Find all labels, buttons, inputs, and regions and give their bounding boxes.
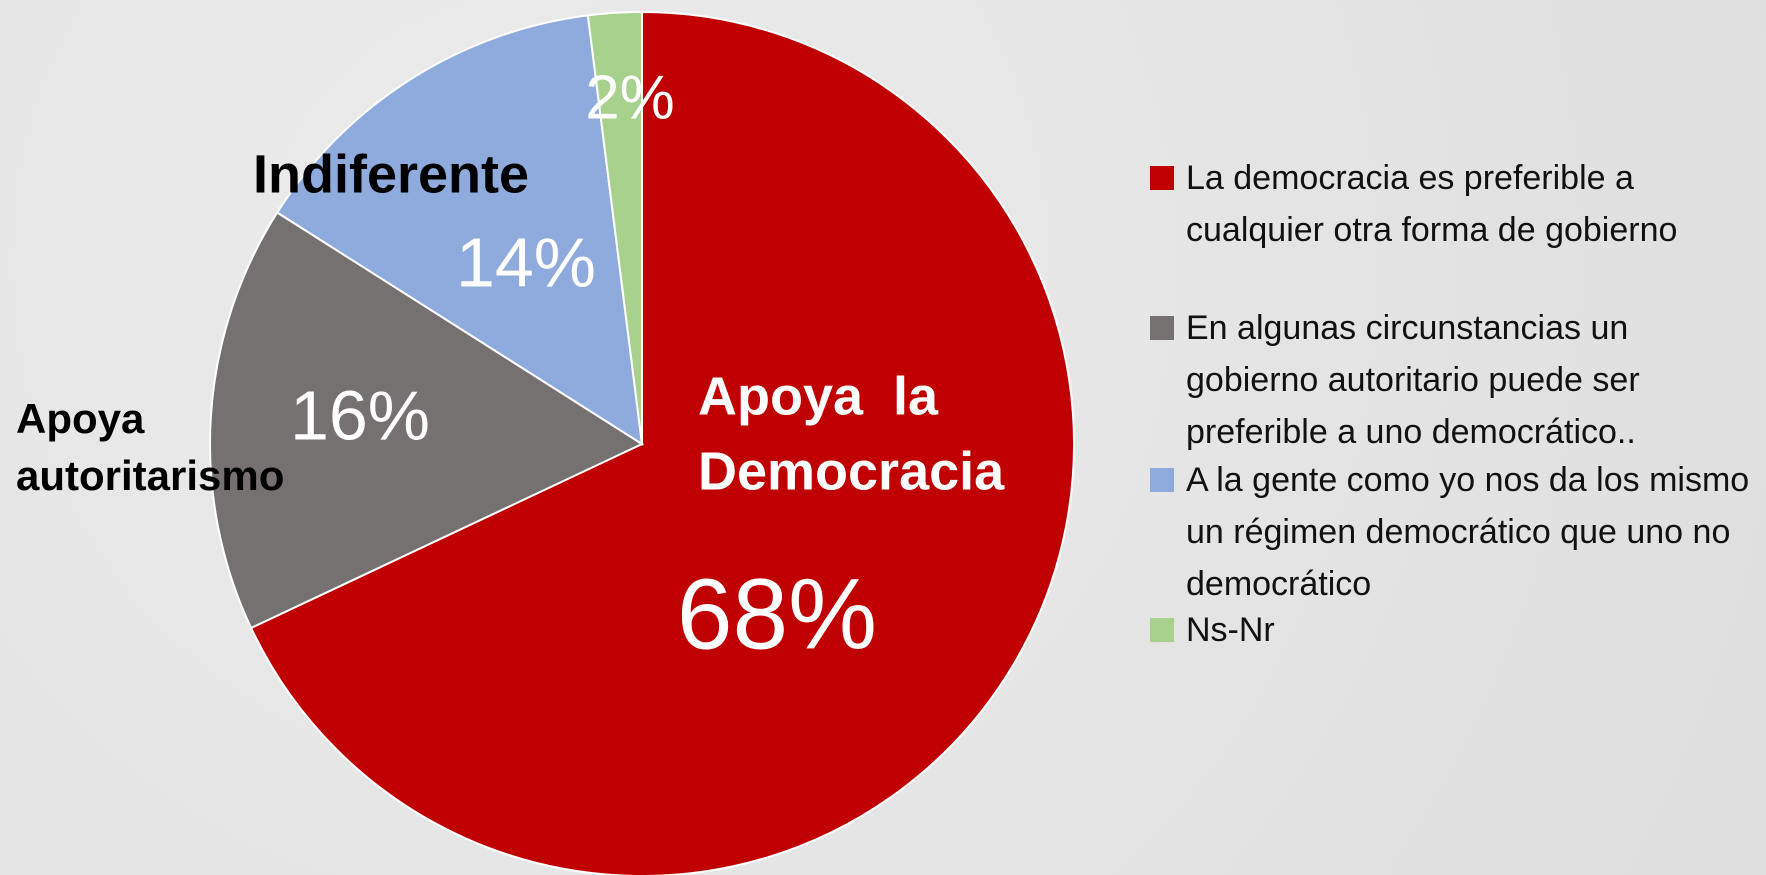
annotation: Apoya (16, 395, 145, 442)
pie-slice (586, 10, 643, 445)
legend-swatch (1150, 166, 1174, 190)
value-label: 16% (290, 376, 430, 454)
legend-item: A la gente como yo nos da los mismo un r… (1150, 454, 1750, 610)
legend-label: La democracia es preferible a cualquier … (1186, 159, 1678, 249)
value-label: 2% (585, 63, 675, 132)
legend-swatch (1150, 618, 1174, 642)
legend-swatch (1150, 468, 1174, 492)
annotation: Indiferente (253, 144, 529, 204)
annotation: autoritarismo (16, 452, 284, 499)
legend-item: Ns-Nr (1150, 604, 1750, 656)
legend-label: En algunas circunstancias un gobierno au… (1186, 309, 1640, 451)
pie-slice (249, 10, 1075, 875)
legend-label: Ns-Nr (1186, 611, 1275, 649)
annotation: Apoya la (698, 366, 939, 426)
value-label: 14% (456, 223, 596, 301)
legend-item: En algunas circunstancias un gobierno au… (1150, 302, 1750, 458)
pie-slice (209, 211, 645, 630)
annotation: Democracia (698, 441, 1005, 501)
legend-label: A la gente como yo nos da los mismo un r… (1186, 461, 1750, 603)
value-label: 68% (677, 558, 877, 670)
legend-swatch (1150, 316, 1174, 340)
legend-item: La democracia es preferible a cualquier … (1150, 152, 1750, 256)
pie-slice (275, 14, 644, 446)
